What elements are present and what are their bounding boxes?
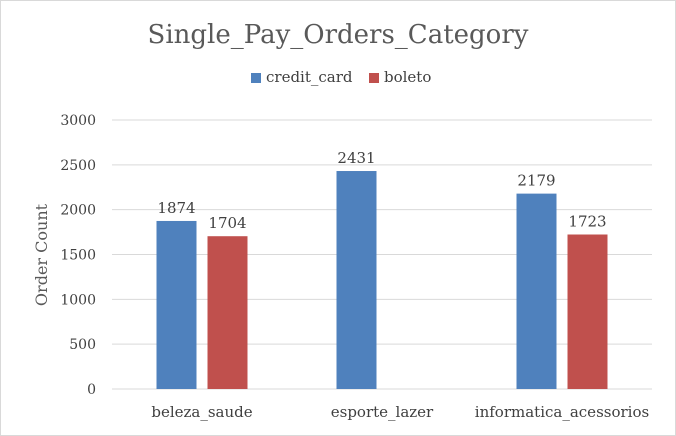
bar-boleto-informatica_acessorios — [567, 234, 608, 389]
gridlines — [112, 119, 652, 390]
data-label: 1704 — [208, 214, 246, 232]
y-tick-label: 0 — [87, 382, 96, 398]
legend-swatch-boleto — [369, 73, 379, 83]
legend-label: boleto — [384, 68, 431, 86]
y-axis-ticks: 0 500 1000 1500 2000 2500 3000 — [60, 113, 96, 398]
x-category-label: beleza_saude — [151, 403, 252, 421]
y-tick-label: 2000 — [60, 203, 96, 219]
y-tick-label: 3000 — [60, 113, 96, 129]
y-tick-label: 2500 — [60, 158, 96, 174]
bars — [156, 171, 608, 389]
legend-swatch-credit_card — [251, 73, 261, 83]
bar-boleto-beleza_saude — [207, 236, 248, 389]
data-label: 1723 — [568, 213, 606, 231]
x-category-label: informatica_acessorios — [475, 403, 649, 421]
data-labels: 1874 1704 2431 2179 1723 — [157, 149, 606, 232]
bar-credit_card-informatica_acessorios — [516, 193, 557, 389]
data-label: 1874 — [157, 199, 195, 217]
x-axis-categories: beleza_saude esporte_lazer informatica_ace… — [151, 403, 649, 421]
legend-label: credit_card — [266, 68, 353, 86]
data-label: 2179 — [517, 172, 555, 190]
chart-title: Single_Pay_Orders_Category — [148, 20, 529, 50]
data-label: 2431 — [337, 149, 375, 167]
y-tick-label: 1500 — [60, 248, 96, 264]
bar-credit_card-beleza_saude — [156, 220, 197, 389]
y-tick-label: 500 — [69, 337, 96, 353]
bar-credit_card-esporte_lazer — [336, 171, 377, 389]
y-axis-label: Order Count — [32, 203, 51, 306]
x-category-label: esporte_lazer — [331, 403, 434, 421]
legend: credit_card boleto — [251, 68, 431, 86]
y-tick-label: 1000 — [60, 292, 96, 308]
